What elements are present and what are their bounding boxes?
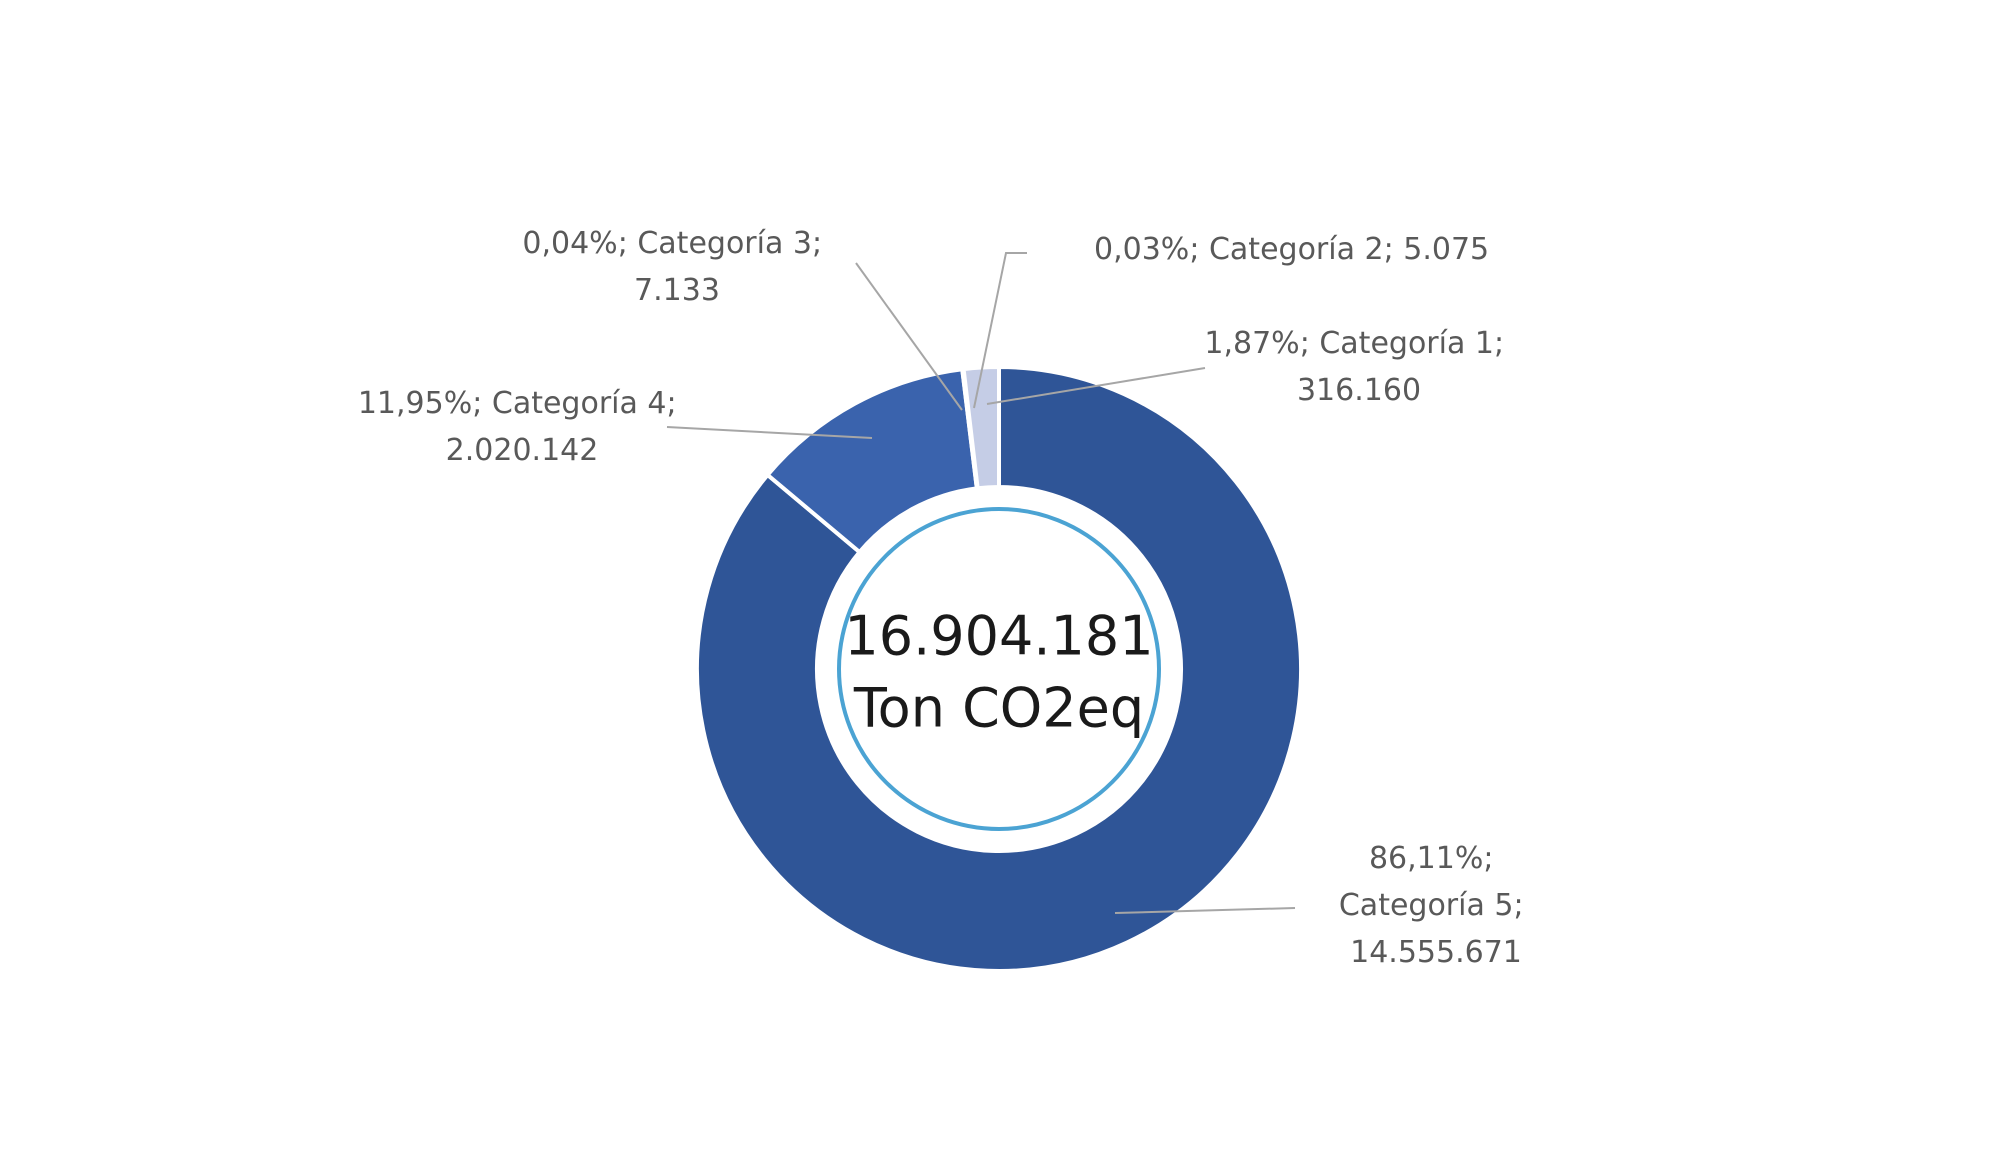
label-part: 5.075: [1403, 232, 1489, 267]
label-part: 7.133: [634, 273, 720, 308]
leader-line: [855, 262, 963, 411]
label-part: 14.555.671: [1350, 935, 1522, 970]
data-label: 7.133: [634, 273, 720, 308]
data-label: 0,04%; Categoría 3;: [522, 226, 831, 261]
data-label: 2.020.142: [446, 433, 599, 468]
label-part: Categoría 5: [1339, 888, 1514, 923]
label-part: Categoría 4: [492, 386, 667, 421]
label-part: 316.160: [1297, 373, 1421, 408]
label-separator: ;: [1513, 888, 1533, 923]
leader-line: [666, 426, 873, 439]
label-part: 0,04%: [522, 226, 617, 261]
label-part: Categoría 3: [637, 226, 812, 261]
data-label: 0,03%; Categoría 2; 5.075: [1094, 232, 1489, 267]
center-total: 16.904.181: [844, 605, 1153, 668]
label-separator: ;: [472, 386, 492, 421]
label-separator: ;: [1494, 326, 1514, 361]
donut-segment: [695, 364, 1303, 973]
donut-segment: [961, 364, 1001, 491]
data-label: Categoría 5;: [1339, 888, 1533, 923]
data-label: 14.555.671: [1350, 935, 1522, 970]
leader-line: [986, 367, 1206, 405]
label-part: 1,87%: [1204, 326, 1299, 361]
data-label: 86,11%;: [1369, 841, 1503, 876]
leader-line: [973, 252, 1027, 409]
label-part: 2.020.142: [446, 433, 599, 468]
data-label: 316.160: [1297, 373, 1421, 408]
label-part: Categoría 2: [1209, 232, 1384, 267]
label-part: 86,11%: [1369, 841, 1483, 876]
label-separator: ;: [1384, 232, 1404, 267]
center-unit: Ton CO2eq: [853, 677, 1144, 740]
label-part: 0,03%: [1094, 232, 1189, 267]
label-separator: ;: [1483, 841, 1503, 876]
label-part: Categoría 1: [1319, 326, 1494, 361]
label-separator: ;: [618, 226, 638, 261]
data-label: 1,87%; Categoría 1;: [1204, 326, 1513, 361]
label-separator: ;: [1189, 232, 1209, 267]
label-separator: ;: [1300, 326, 1320, 361]
center-ring: [837, 507, 1161, 831]
label-part: 11,95%: [358, 386, 472, 421]
label-separator: ;: [812, 226, 832, 261]
label-separator: ;: [667, 386, 687, 421]
data-label: 11,95%; Categoría 4;: [358, 386, 686, 421]
leader-line: [1114, 907, 1296, 914]
